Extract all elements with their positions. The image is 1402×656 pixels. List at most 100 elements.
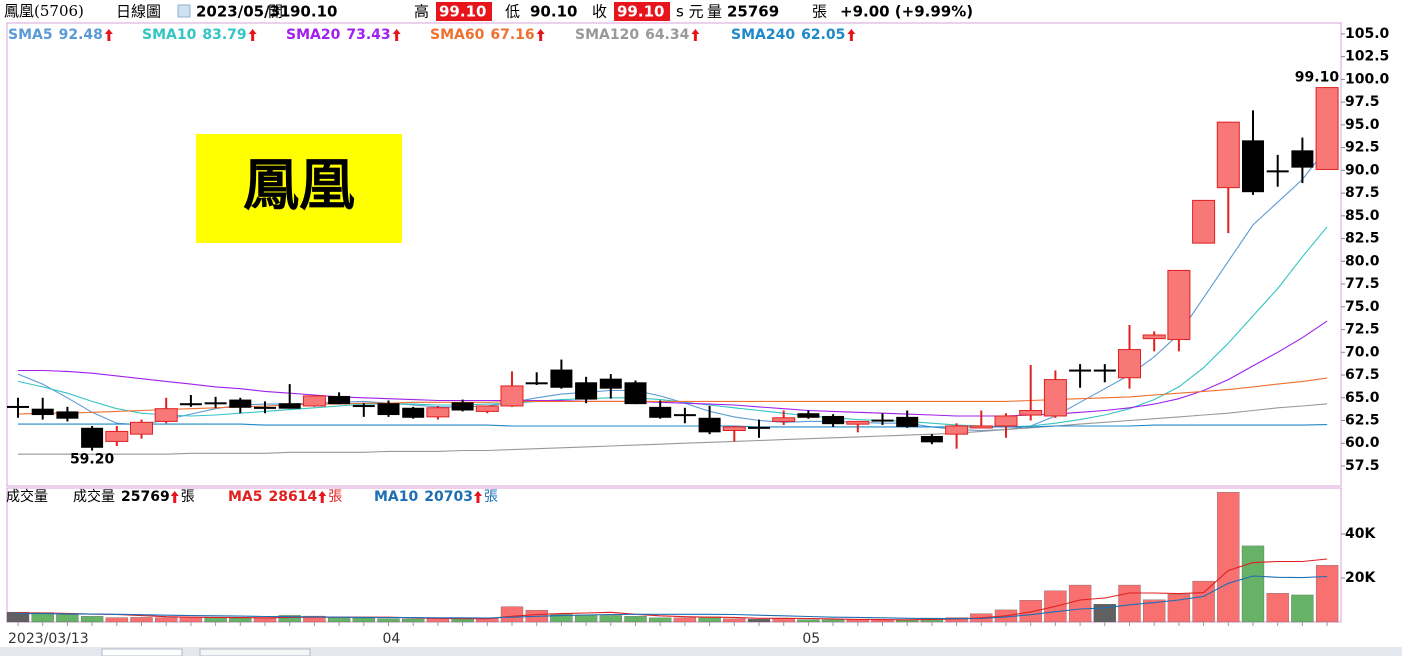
period[interactable]: 日線圖 [116,3,161,21]
up-arrow [104,29,113,41]
y-tick-label: 102.5 [1345,49,1389,65]
volume-bar [451,618,474,623]
legend-value: 67.16 [490,27,534,43]
volume-ma-line [18,575,1328,620]
candle-body [352,405,375,408]
legend-unit: 張 [181,489,195,505]
y-tick-label: 90.0 [1345,162,1380,178]
low-label: 低 [505,3,520,21]
legend-value: 64.34 [645,27,690,43]
date: 2023/05/31 [196,3,290,21]
volume-bar [673,617,697,623]
volume-bar [747,618,771,623]
y-tick-label: 62.5 [1345,413,1380,429]
legend-value: 92.48 [59,27,103,43]
plot-layer: 57.5 60.0 62.5 65.0 67.5 70.0 72.5 75.0 77.5 80.0… [6,26,1390,647]
low-label: 59.20 [70,452,115,468]
candle-body [154,408,178,422]
low-value: 90.10 [530,3,577,21]
candle-body [649,406,672,418]
volume-bar [105,617,128,623]
volume-label: 量 [707,3,722,21]
volume-ma-line [17,558,1328,621]
up-arrow [536,29,545,41]
candle-body [525,382,548,385]
volume-bar [130,617,153,623]
candle-body [328,395,351,405]
candle-body [920,435,943,443]
candle-body [673,414,696,417]
watermark: 鳳凰 [243,153,355,219]
sma-line [18,423,1328,428]
volume-bar [500,606,524,623]
candle-body [475,405,499,412]
legend-name: SMA5 [8,27,53,43]
candle-body [204,402,227,405]
watermark-box [196,134,402,243]
candle-body [994,415,1018,427]
candle-body [1118,349,1141,379]
legend-name: SMA10 [142,27,197,43]
candle-body [945,425,969,435]
y-tick-label: 20K [1345,570,1376,586]
candle-body [1043,379,1067,417]
volume-bar [772,618,795,623]
candle-body [1216,121,1240,189]
candle-body [1069,369,1092,372]
high-box [436,2,492,21]
candle-body [822,415,845,425]
legend-value: 25769 [121,489,170,505]
volume-bar [253,618,277,623]
x-tick-label: 04 [383,631,401,647]
price-panel [6,22,1342,487]
candle-body [1142,334,1166,340]
y-tick-label: 95.0 [1345,117,1380,133]
candle-body [599,378,622,389]
up-arrow [392,29,401,41]
dropdown-icon[interactable] [177,4,191,18]
scrollbar[interactable] [0,647,1402,656]
x-tick-label: 05 [802,631,820,647]
y-tick-label: 65.0 [1345,390,1380,406]
candle-body [1167,269,1191,341]
y-tick-label: 72.5 [1345,322,1380,338]
candle-body [56,411,79,419]
sma-line [18,320,1328,417]
close-box [614,2,670,21]
candle-body [426,407,450,418]
candle-body [797,413,820,418]
candle-body [550,369,573,388]
volume-bar [327,617,351,623]
volume-bar [1266,593,1289,623]
volume-bar [80,616,104,623]
up-arrow [170,491,179,503]
volume-bar [56,614,79,623]
candle-body [969,425,993,429]
candle-body [302,395,326,407]
candle-body [1192,199,1216,244]
volume-bar [649,617,672,623]
candle-body [896,416,919,427]
up-arrow [473,491,482,503]
candle-body [179,403,202,406]
volume-bar [1217,492,1240,623]
legend-unit: 張 [484,489,498,505]
volume-bar [574,614,598,623]
high-label: 高 [414,3,429,21]
candle-body [871,419,894,422]
volume-panel [6,487,1342,623]
x-tick-label: 2023/03/13 [8,631,89,647]
legend-unit: 張 [328,489,342,505]
volume-bar [723,618,746,623]
y-tick-label: 77.5 [1345,276,1380,292]
candle-body [1242,140,1264,193]
y-tick-label: 70.0 [1345,344,1380,360]
scroll-field[interactable] [101,648,183,656]
volume-bar [229,617,252,623]
candle-body [1291,150,1314,168]
scroll-field[interactable] [199,648,311,656]
candle-body [377,403,400,416]
candle-body [500,385,524,407]
